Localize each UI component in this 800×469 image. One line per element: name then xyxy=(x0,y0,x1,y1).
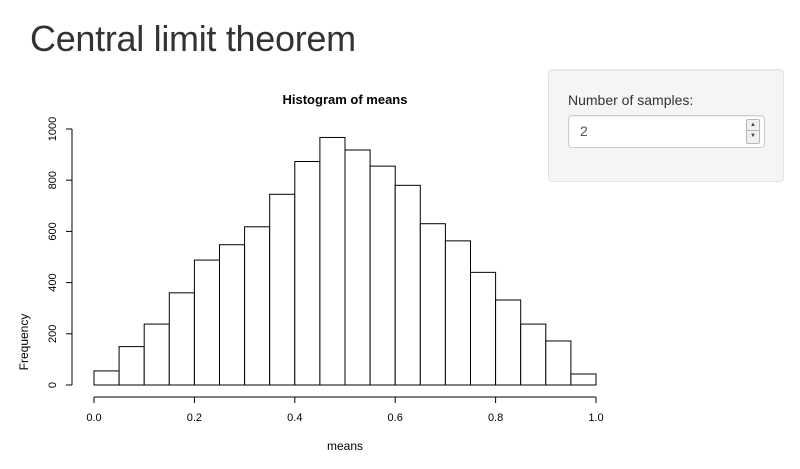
histogram-bar xyxy=(444,240,471,386)
x-tick-label: 0.8 xyxy=(488,412,503,424)
page-title: Central limit theorem xyxy=(30,18,356,59)
histogram-bar xyxy=(193,259,220,386)
stepper-up-icon[interactable]: ▲ xyxy=(746,119,760,131)
histogram-bar xyxy=(495,299,522,386)
x-axis-label: means xyxy=(327,439,363,453)
y-tick-label: 400 xyxy=(47,273,59,291)
x-axis: 0.0 0.2 0.4 0.6 0.8 1.0 xyxy=(86,396,604,424)
y-tick-label: 200 xyxy=(47,325,59,343)
histogram-plot: Histogram of means means Frequency 0.0 0.… xyxy=(0,80,620,469)
y-tick-label: 800 xyxy=(47,171,59,189)
histogram-bar xyxy=(294,161,321,386)
stepper-down-icon[interactable]: ▼ xyxy=(746,131,760,144)
histogram-bar xyxy=(419,223,446,386)
y-axis-label: Frequency xyxy=(17,314,31,371)
y-axis: 0 200 400 600 800 1000 xyxy=(47,117,73,388)
samples-label: Number of samples: xyxy=(568,92,694,108)
histogram-bar xyxy=(118,346,145,386)
histogram-bar xyxy=(545,340,572,386)
y-tick-label: 1000 xyxy=(47,117,59,141)
sidebar-panel: Number of samples: 2 ▲ ▼ xyxy=(548,69,784,182)
histogram-bar xyxy=(319,136,346,386)
x-tick-label: 0.2 xyxy=(187,412,202,424)
samples-value: 2 xyxy=(580,123,588,139)
y-tick-label: 0 xyxy=(47,382,59,388)
x-tick-label: 0.0 xyxy=(86,412,101,424)
x-tick-label: 0.6 xyxy=(388,412,403,424)
bars-group xyxy=(93,136,597,386)
chart-title: Histogram of means xyxy=(283,92,408,107)
samples-input[interactable]: 2 ▲ ▼ xyxy=(568,115,765,148)
histogram-bar xyxy=(143,323,170,386)
histogram-bar xyxy=(470,271,497,386)
histogram-bar xyxy=(244,226,271,386)
histogram-bar xyxy=(168,292,195,386)
histogram-bar xyxy=(570,373,597,386)
histogram-bar xyxy=(520,323,547,386)
histogram-bar xyxy=(219,244,246,386)
y-tick-label: 600 xyxy=(47,222,59,240)
histogram-bar xyxy=(394,184,421,386)
histogram-svg: Histogram of means means Frequency 0.0 0.… xyxy=(17,92,604,453)
histogram-bar xyxy=(269,193,296,386)
histogram-bar xyxy=(93,370,120,386)
histogram-bar xyxy=(369,165,396,386)
samples-stepper[interactable]: ▲ ▼ xyxy=(746,119,760,144)
x-tick-label: 1.0 xyxy=(588,412,603,424)
x-tick-label: 0.4 xyxy=(287,412,302,424)
histogram-bar xyxy=(344,149,371,386)
